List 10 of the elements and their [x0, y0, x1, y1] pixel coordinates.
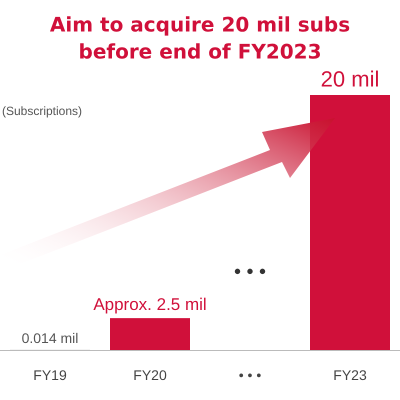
y-axis-title: (Subscriptions)	[2, 104, 82, 118]
data-label: 20 mil	[320, 66, 380, 92]
annotation: • • •	[234, 261, 266, 283]
x-tick-label: • • •	[238, 367, 262, 383]
x-tick-label: FY19	[33, 367, 67, 383]
x-tick-label: FY23	[333, 367, 367, 383]
data-label: 0.014 mil	[22, 330, 78, 346]
data-label: Approx. 2.5 mil	[93, 295, 207, 314]
chart-title: Aim to acquire 20 mil subs before end of FY2023	[50, 12, 350, 64]
x-tick-label: FY20	[133, 367, 167, 383]
